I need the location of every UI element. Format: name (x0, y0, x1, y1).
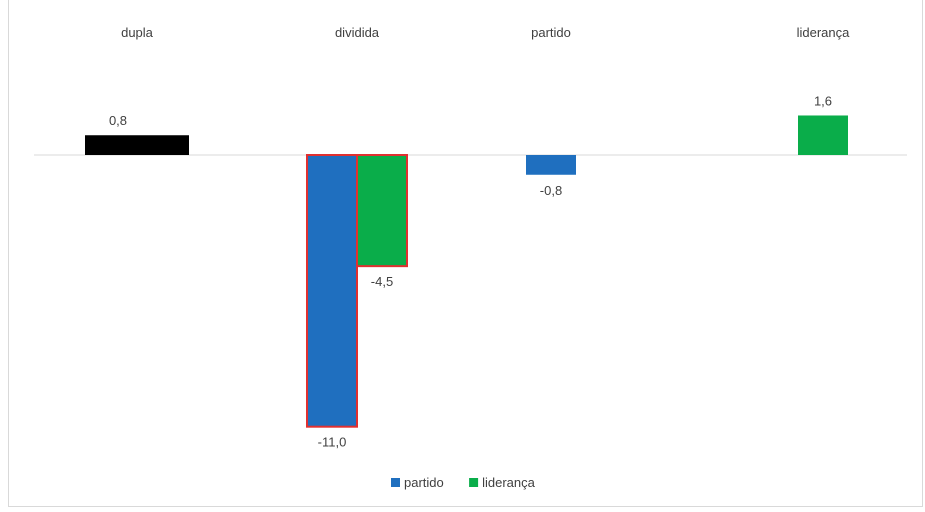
chart-frame: dupla dividida partido liderança 0,8 -11,0 -4,… (8, 0, 923, 507)
data-label-liderança-1: -4,5 (371, 274, 393, 289)
legend-label-1: liderança (482, 475, 536, 490)
bar-partido-2 (526, 155, 576, 175)
category-label-0: dupla (121, 25, 154, 40)
category-label-2: partido (531, 25, 571, 40)
legend-swatch-0 (391, 478, 400, 487)
data-label-partido-0: 0,8 (109, 113, 127, 128)
bar-partido-0 (85, 135, 189, 155)
category-label-1: dividida (335, 25, 380, 40)
bar-partido-1 (306, 154, 358, 428)
bar-liderança-3 (798, 115, 848, 155)
legend-swatch-1 (469, 478, 479, 487)
legend-label-0: partido (404, 475, 444, 490)
bar-chart: dupla dividida partido liderança 0,8 -11,0 -4,… (34, 25, 907, 490)
data-label-liderança-3: 1,6 (814, 93, 832, 108)
data-label-partido-1: -11,0 (318, 435, 347, 450)
category-label-3: liderança (797, 25, 851, 40)
data-label-partido-2: -0,8 (540, 183, 562, 198)
bar-liderança-1 (356, 154, 408, 268)
